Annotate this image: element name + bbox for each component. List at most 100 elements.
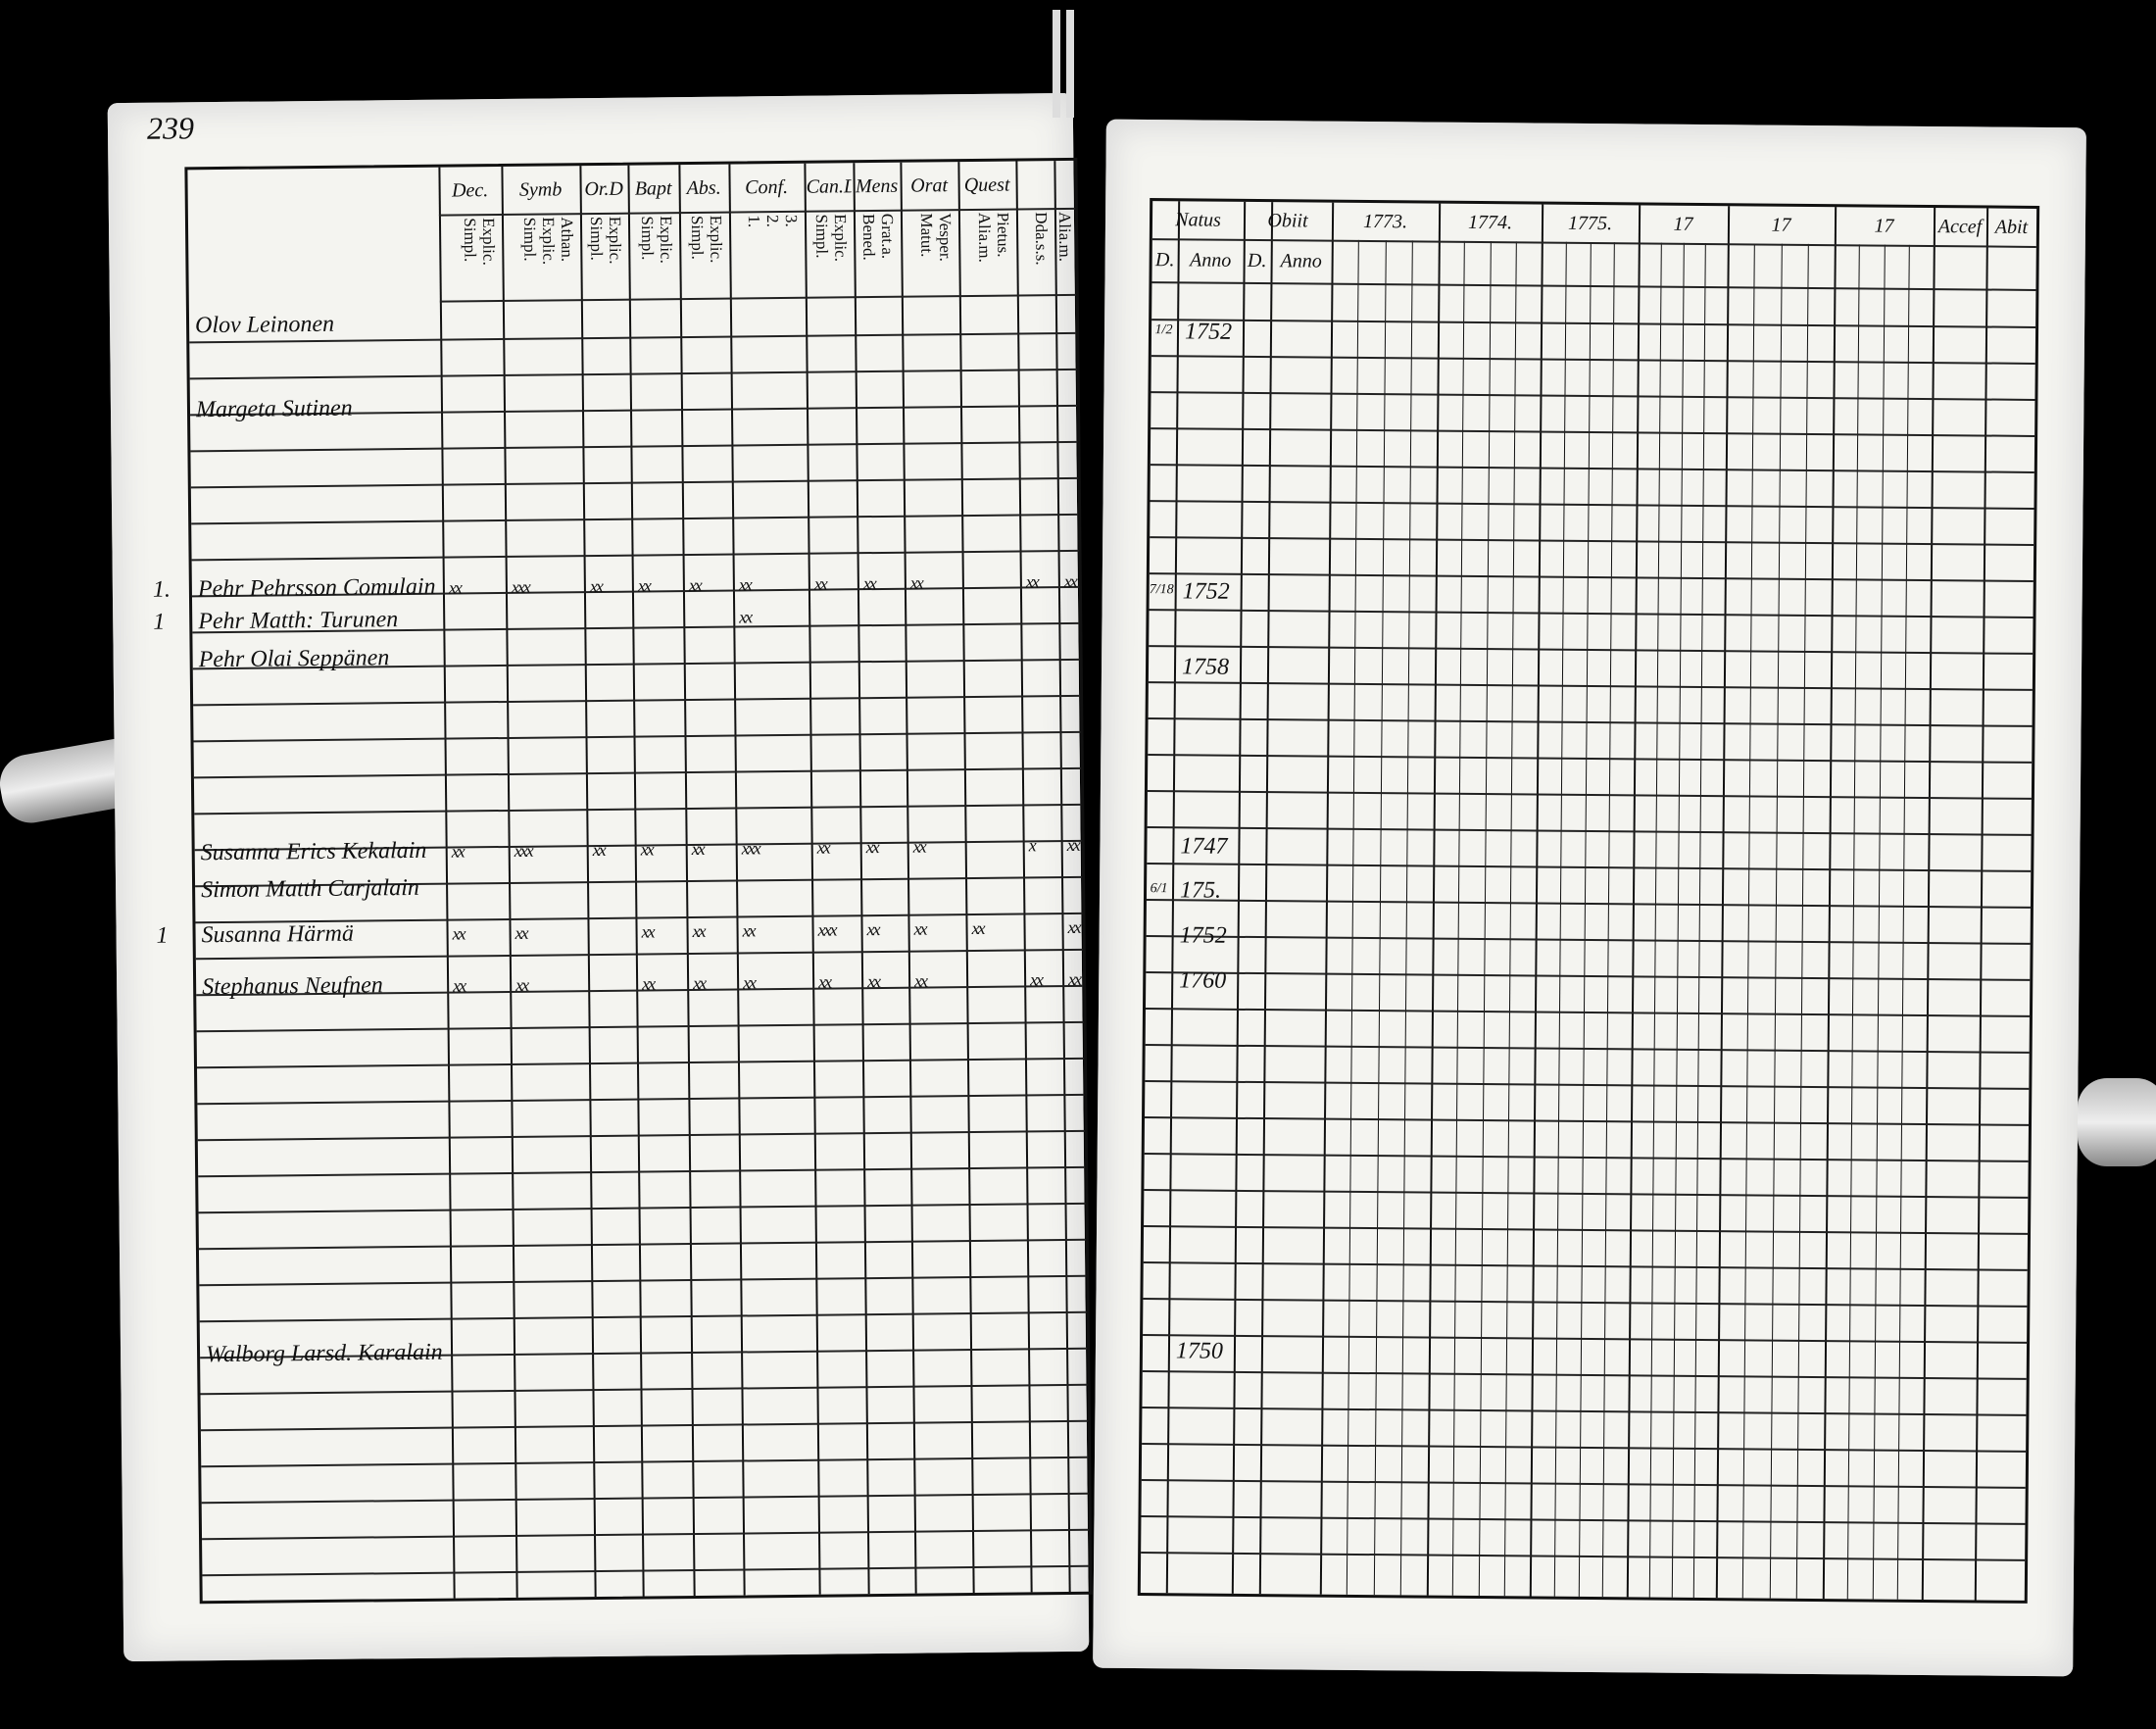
ruled-line — [1141, 1552, 2026, 1561]
column-subheader: Explic. Simpl. — [687, 215, 726, 264]
ruled-line — [193, 730, 1081, 743]
ruled-line — [1146, 935, 2031, 945]
header-divider — [1152, 281, 2036, 291]
ruled-line — [1142, 1407, 2027, 1416]
ruled-line — [194, 803, 1082, 815]
birth-day: 1/2 — [1154, 322, 1173, 338]
ruled-line — [1145, 1044, 2030, 1054]
communion-mark: xx — [816, 837, 829, 858]
column-header: Orat — [910, 174, 949, 197]
column-divider — [1426, 203, 1442, 1596]
column-divider — [1822, 207, 1838, 1600]
column-subheader: D. — [1247, 249, 1267, 272]
birth-day: 6/1 — [1150, 881, 1168, 897]
column-header: 17 — [1874, 215, 1894, 237]
column-divider — [1165, 201, 1181, 1594]
ruled-line — [1148, 754, 2033, 764]
column-divider — [1715, 206, 1731, 1599]
person-name: Margeta Sutinen — [195, 395, 353, 423]
ruled-line — [1147, 826, 2032, 836]
column-subheader: Dda.s.s. — [1031, 212, 1052, 266]
column-header: 1774. — [1467, 211, 1513, 234]
ruled-line — [196, 1020, 1084, 1033]
communion-mark: xx — [640, 839, 653, 860]
birth-year: 1752 — [1179, 922, 1227, 949]
subcolumn-divider — [1648, 242, 1662, 1598]
communion-mark: xx — [692, 920, 705, 941]
column-divider — [1974, 208, 1989, 1601]
person-number: 1 — [156, 922, 169, 949]
subcolumn-divider — [1769, 243, 1783, 1599]
column-header: Conf. — [745, 175, 789, 199]
ruled-line — [1141, 1479, 2026, 1489]
ruled-line — [198, 1238, 1086, 1251]
person-name: Olov Leinonen — [194, 311, 335, 339]
communion-mark: xx — [739, 607, 752, 627]
subcolumn-divider — [1347, 239, 1360, 1595]
person-name: Walborg Larsd. Karalain — [205, 1339, 443, 1368]
subcolumn-divider — [1602, 242, 1616, 1598]
column-subheader: Athan. Explic. Simpl. — [519, 217, 577, 266]
communion-mark: xx — [515, 974, 528, 995]
column-header: Abs. — [686, 176, 721, 200]
subcolumn-divider — [1671, 242, 1685, 1598]
person-number: 1. — [152, 576, 172, 603]
ruled-line — [1147, 863, 2032, 872]
subcolumn-divider — [1478, 241, 1492, 1597]
communion-mark: xx — [642, 973, 655, 994]
communion-mark: xx — [865, 837, 878, 858]
column-subheader: Explic. Simpl. — [586, 216, 625, 265]
ruled-line — [190, 440, 1078, 453]
communion-mark: xx — [451, 841, 464, 862]
ruled-line — [1142, 1370, 2027, 1380]
right-register-table: Natus Obiit 1773. 1774. 1775. 17 17 17 Accef Abit… — [1137, 198, 2040, 1604]
communion-mark: xx — [637, 575, 650, 596]
ruled-line — [1144, 1225, 2029, 1235]
subcolumn-divider — [1872, 244, 1886, 1600]
ruled-line — [1145, 1080, 2030, 1090]
communion-mark: xx — [1066, 834, 1079, 855]
ruled-line — [1141, 1515, 2026, 1525]
communion-mark: xx — [452, 923, 465, 944]
subcolumn-divider — [1847, 244, 1861, 1600]
ruled-line — [189, 368, 1077, 380]
ruled-line — [197, 1093, 1085, 1106]
communion-mark: xx — [912, 836, 925, 857]
subcolumn-divider — [1373, 240, 1387, 1596]
ruled-line — [1151, 427, 2035, 437]
ruled-line — [1144, 1189, 2029, 1199]
ruled-line — [1143, 1334, 2028, 1344]
column-subheader: Vesper. Matut. — [916, 213, 956, 262]
communion-mark: xx — [866, 919, 879, 940]
ruled-line — [1146, 899, 2031, 909]
birth-year: 1752 — [1182, 578, 1230, 605]
column-subheader: Grat.a. Bened. — [858, 213, 898, 261]
communion-mark: xx — [514, 922, 527, 943]
column-header: 1775. — [1567, 212, 1613, 235]
header-divider — [1152, 238, 2036, 248]
page-number: 239 — [146, 110, 195, 146]
column-header: 17 — [1771, 214, 1791, 236]
birth-year: 1747 — [1180, 833, 1228, 860]
ruled-line — [198, 1202, 1086, 1214]
column-subheader: Alia.m. — [1054, 211, 1075, 263]
ruled-line — [202, 1564, 1090, 1577]
column-header: Obiit — [1267, 210, 1308, 232]
left-page: 239 Dec. Explic. Simpl. Symb Athan. Explic.… — [107, 92, 1093, 1662]
communion-mark: xx — [1063, 570, 1076, 592]
birth-year: 1750 — [1175, 1338, 1224, 1364]
ruled-line — [193, 694, 1081, 707]
ruled-line — [1147, 790, 2032, 800]
person-name: Pehr Pehrsson Comulain — [197, 573, 436, 603]
column-divider — [1921, 208, 1936, 1601]
ruled-line — [191, 549, 1079, 562]
ruled-line — [1146, 971, 2031, 981]
subcolumn-divider — [1399, 240, 1413, 1596]
person-name: Simon Matth Carjalain — [200, 874, 419, 904]
ruled-line — [199, 1274, 1087, 1287]
ruled-line — [1142, 1443, 2027, 1453]
column-header: Dec. — [451, 179, 489, 202]
communion-mark: xx — [1068, 968, 1081, 989]
communion-mark: xxx — [817, 919, 836, 940]
subcolumn-divider — [1503, 241, 1517, 1597]
